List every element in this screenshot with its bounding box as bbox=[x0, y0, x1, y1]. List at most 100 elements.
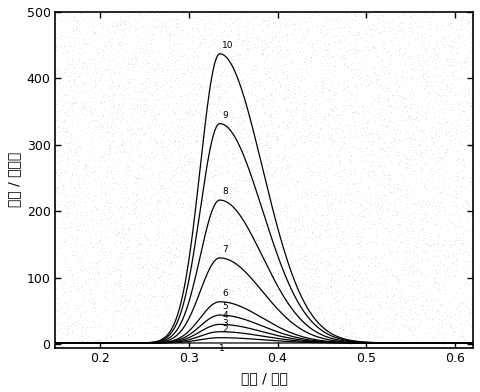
Point bbox=[151, 339, 159, 346]
Point bbox=[434, 322, 442, 328]
Point bbox=[96, 68, 104, 74]
Point bbox=[109, 138, 117, 144]
Point bbox=[461, 197, 468, 203]
Point bbox=[275, 178, 283, 184]
Point bbox=[426, 104, 434, 111]
Point bbox=[408, 307, 415, 313]
Point bbox=[93, 338, 101, 345]
Point bbox=[165, 155, 173, 162]
Point bbox=[120, 142, 128, 148]
Point bbox=[123, 244, 131, 250]
Point bbox=[58, 256, 65, 262]
Point bbox=[90, 301, 97, 307]
Point bbox=[455, 36, 463, 42]
Point bbox=[394, 195, 402, 201]
Point bbox=[78, 284, 86, 290]
Point bbox=[141, 261, 149, 267]
Point bbox=[393, 181, 401, 187]
Point bbox=[379, 254, 386, 260]
Point bbox=[166, 317, 174, 323]
Point bbox=[395, 295, 403, 301]
Point bbox=[60, 43, 68, 49]
Point bbox=[69, 271, 76, 277]
Point bbox=[381, 25, 389, 31]
Point bbox=[383, 290, 390, 297]
Point bbox=[193, 334, 201, 340]
Point bbox=[192, 299, 200, 306]
Point bbox=[89, 30, 97, 36]
Point bbox=[381, 200, 389, 207]
Point bbox=[367, 224, 375, 230]
Point bbox=[129, 332, 136, 339]
Point bbox=[262, 71, 270, 77]
Point bbox=[135, 18, 143, 24]
Point bbox=[322, 16, 330, 22]
Point bbox=[120, 235, 128, 241]
Point bbox=[339, 128, 347, 134]
Point bbox=[309, 127, 317, 134]
Point bbox=[296, 143, 304, 149]
Point bbox=[233, 133, 241, 140]
Point bbox=[456, 220, 463, 226]
Point bbox=[206, 131, 214, 138]
Point bbox=[445, 11, 453, 17]
Point bbox=[423, 104, 431, 111]
Point bbox=[309, 41, 317, 47]
Point bbox=[183, 130, 191, 136]
Point bbox=[214, 310, 222, 316]
Point bbox=[399, 205, 407, 211]
Point bbox=[167, 304, 174, 310]
Point bbox=[287, 60, 295, 66]
Point bbox=[338, 24, 346, 31]
Point bbox=[281, 142, 289, 148]
Point bbox=[159, 333, 167, 339]
Point bbox=[239, 312, 246, 318]
Point bbox=[117, 26, 125, 33]
Point bbox=[281, 96, 288, 102]
Point bbox=[132, 303, 140, 310]
Point bbox=[160, 319, 168, 326]
Point bbox=[331, 68, 338, 74]
Point bbox=[344, 273, 351, 279]
Point bbox=[166, 33, 174, 39]
Point bbox=[250, 167, 257, 173]
Point bbox=[99, 172, 107, 178]
Point bbox=[171, 59, 179, 65]
Point bbox=[138, 278, 146, 284]
Point bbox=[367, 260, 375, 266]
Point bbox=[222, 101, 230, 107]
Point bbox=[145, 50, 153, 56]
Point bbox=[68, 328, 75, 334]
Point bbox=[291, 218, 299, 224]
Point bbox=[303, 250, 311, 257]
Point bbox=[172, 170, 180, 176]
Point bbox=[416, 317, 424, 323]
Point bbox=[469, 25, 477, 32]
Point bbox=[249, 254, 256, 260]
Point bbox=[157, 275, 165, 281]
Point bbox=[296, 247, 304, 254]
Point bbox=[312, 334, 320, 340]
Point bbox=[102, 129, 110, 136]
Point bbox=[374, 258, 382, 265]
Point bbox=[269, 181, 276, 188]
Point bbox=[465, 90, 472, 96]
Point bbox=[265, 230, 273, 237]
Point bbox=[221, 66, 228, 72]
Point bbox=[249, 45, 257, 52]
Point bbox=[228, 155, 236, 161]
Point bbox=[335, 199, 343, 205]
Point bbox=[168, 66, 176, 73]
Point bbox=[228, 65, 235, 71]
Point bbox=[409, 131, 417, 137]
Point bbox=[328, 137, 336, 143]
Point bbox=[271, 327, 279, 333]
Point bbox=[409, 75, 417, 82]
Point bbox=[174, 299, 181, 306]
Point bbox=[269, 115, 276, 121]
Point bbox=[365, 152, 373, 159]
Point bbox=[183, 152, 191, 158]
Point bbox=[127, 280, 135, 287]
Point bbox=[343, 218, 351, 224]
Point bbox=[434, 234, 442, 240]
